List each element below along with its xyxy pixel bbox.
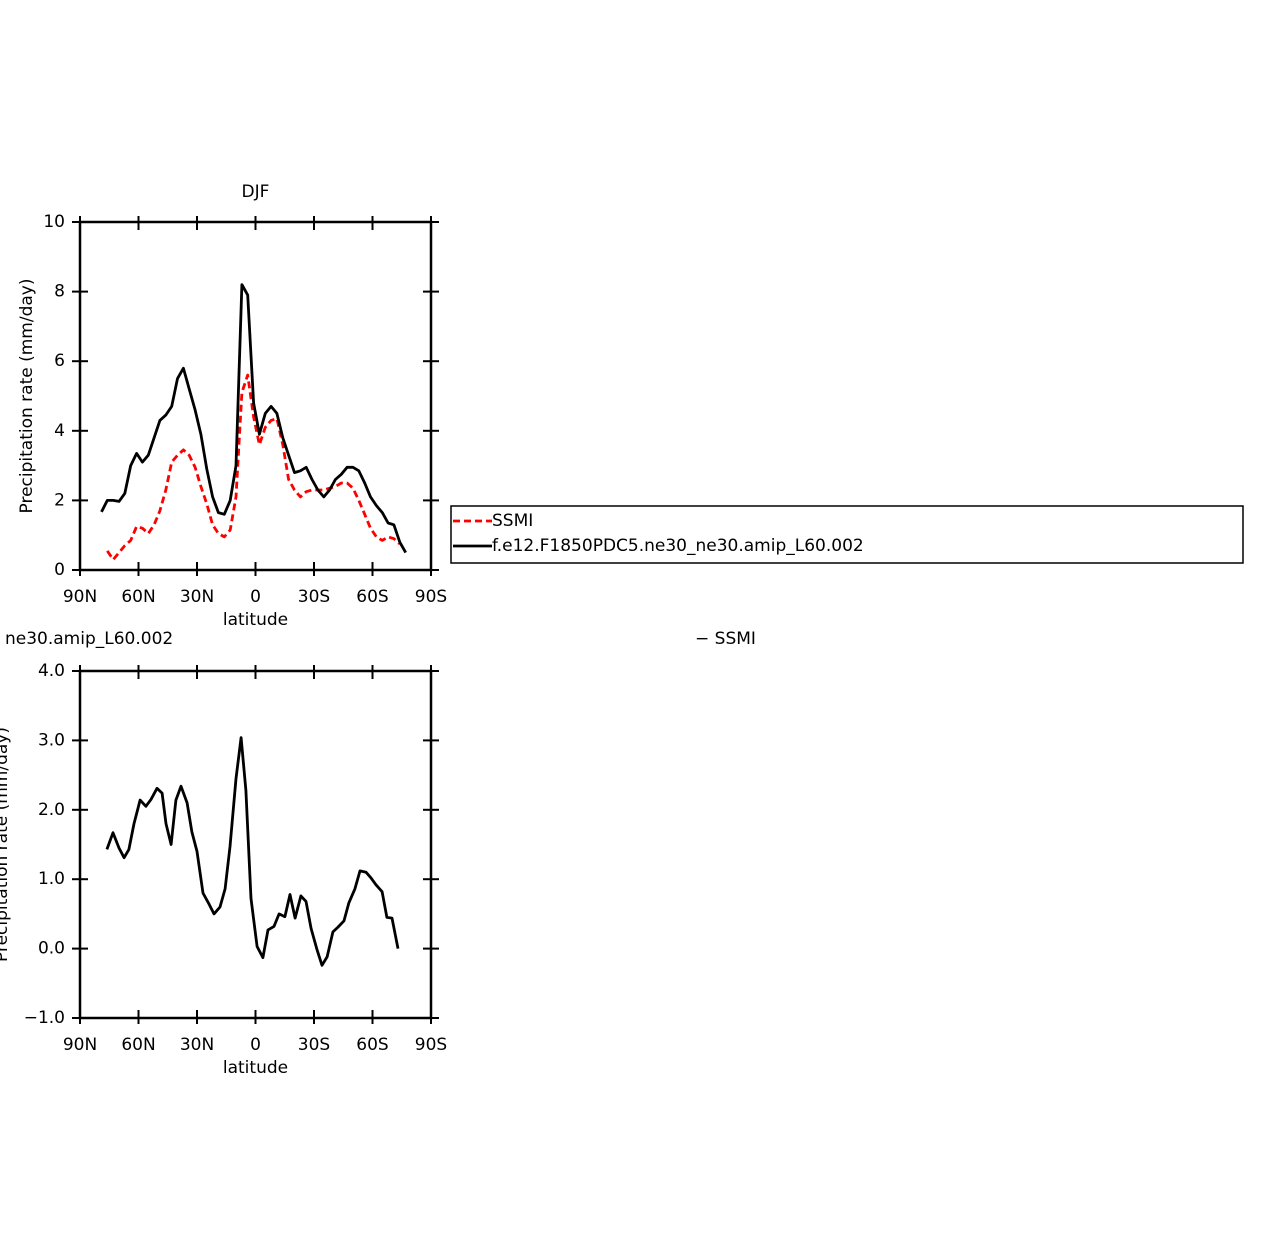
x-tick-label: 90S bbox=[415, 587, 447, 607]
chart-title-right: − SSMI bbox=[695, 629, 756, 649]
plot-frame bbox=[78, 220, 433, 572]
x-tick-label: 90N bbox=[63, 1035, 97, 1055]
x-tick-label: 60S bbox=[356, 587, 388, 607]
x-axis-label: latitude bbox=[223, 610, 288, 630]
x-axis-label: latitude bbox=[223, 1058, 288, 1078]
y-tick-label: 4 bbox=[54, 421, 65, 441]
legend-box bbox=[450, 505, 1244, 564]
y-tick-label: 0 bbox=[54, 560, 65, 580]
x-tick-label: 0 bbox=[250, 587, 261, 607]
y-tick-label: 6 bbox=[54, 351, 65, 371]
data-line bbox=[100, 283, 407, 554]
y-tick-label: 3.0 bbox=[38, 730, 65, 750]
x-tick-label: 90N bbox=[63, 587, 97, 607]
chart-title-left: ne30.amip_L60.002 bbox=[5, 629, 173, 649]
legend-label: SSMI bbox=[492, 511, 533, 531]
y-tick-label: −1.0 bbox=[24, 1008, 65, 1028]
y-tick-label: 1.0 bbox=[38, 869, 65, 889]
x-tick-label: 60N bbox=[121, 587, 155, 607]
x-tick-label: 30S bbox=[298, 1035, 330, 1055]
plot-frame bbox=[78, 669, 433, 1020]
y-axis-label: Precipitation rate (mm/day) bbox=[0, 727, 12, 962]
x-tick-label: 0 bbox=[250, 1035, 261, 1055]
y-axis-label: Precipitation rate (mm/day) bbox=[17, 279, 37, 514]
legend-label: f.e12.F1850PDC5.ne30_ne30.amip_L60.002 bbox=[492, 536, 864, 556]
x-tick-label: 30N bbox=[180, 587, 214, 607]
x-tick-label: 90S bbox=[415, 1035, 447, 1055]
y-tick-label: 2.0 bbox=[38, 800, 65, 820]
chart-title: DJF bbox=[242, 182, 270, 202]
x-tick-label: 60N bbox=[121, 1035, 155, 1055]
y-tick-label: 2 bbox=[54, 490, 65, 510]
x-tick-label: 30N bbox=[180, 1035, 214, 1055]
x-tick-label: 30S bbox=[298, 587, 330, 607]
y-tick-label: 0.0 bbox=[38, 939, 65, 959]
data-line bbox=[106, 373, 401, 561]
y-tick-label: 10 bbox=[43, 212, 65, 232]
data-line bbox=[105, 736, 400, 967]
x-tick-label: 60S bbox=[356, 1035, 388, 1055]
y-tick-label: 4.0 bbox=[38, 661, 65, 681]
y-tick-label: 8 bbox=[54, 282, 65, 302]
